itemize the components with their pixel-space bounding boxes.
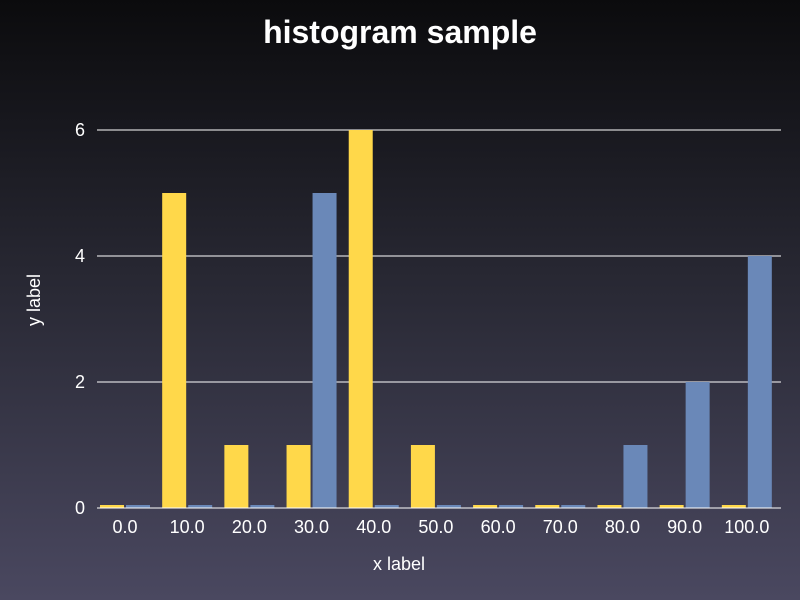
y-axis-label: y label (24, 274, 44, 326)
chart-title: histogram sample (263, 14, 537, 50)
bar-s1-9 (685, 382, 710, 508)
x-tick-label: 10.0 (170, 517, 205, 537)
bar-s1-8 (623, 445, 648, 508)
bar-s1-10 (747, 256, 772, 508)
bar-s0-10 (721, 505, 746, 508)
x-tick-label: 0.0 (112, 517, 137, 537)
bar-s1-5 (436, 505, 461, 508)
x-tick-label: 80.0 (605, 517, 640, 537)
bar-s0-9 (659, 505, 684, 508)
x-tick-label: 90.0 (667, 517, 702, 537)
x-axis-label: x label (373, 554, 425, 574)
x-tick-label: 20.0 (232, 517, 267, 537)
bar-s0-6 (473, 505, 498, 508)
bar-s0-4 (348, 130, 373, 508)
x-tick-label: 50.0 (418, 517, 453, 537)
bar-s1-7 (561, 505, 586, 508)
bar-s0-7 (535, 505, 560, 508)
x-tick-label: 40.0 (356, 517, 391, 537)
bar-s0-5 (410, 445, 435, 508)
bar-s0-3 (286, 445, 311, 508)
bar-s1-0 (126, 505, 150, 508)
x-tick-label: 70.0 (543, 517, 578, 537)
x-tick-label: 100.0 (724, 517, 769, 537)
bar-s1-1 (188, 505, 213, 508)
y-tick-label: 6 (75, 120, 85, 140)
x-tick-label: 60.0 (481, 517, 516, 537)
bar-s0-1 (162, 193, 187, 508)
y-tick-label: 4 (75, 246, 85, 266)
bar-s0-0 (100, 505, 124, 508)
bar-s0-8 (597, 505, 622, 508)
y-tick-label: 0 (75, 498, 85, 518)
y-tick-label: 2 (75, 372, 85, 392)
bar-s1-3 (312, 193, 337, 508)
bar-s1-2 (250, 505, 275, 508)
bar-s0-2 (224, 445, 249, 508)
bar-s1-4 (374, 505, 399, 508)
x-tick-label: 30.0 (294, 517, 329, 537)
bar-s1-6 (499, 505, 524, 508)
